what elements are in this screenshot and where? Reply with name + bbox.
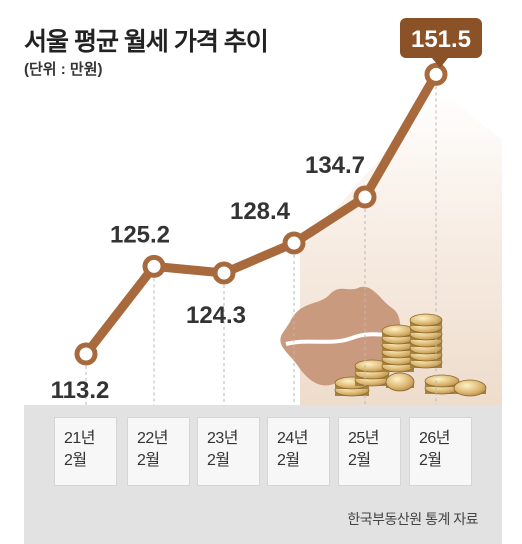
category-label: 21년 2월 <box>54 417 117 486</box>
series-line <box>81 69 441 359</box>
category-label: 26년 2월 <box>409 417 472 486</box>
coin-icon <box>409 313 443 327</box>
series-points <box>74 62 448 366</box>
category-label: 25년 2월 <box>338 417 401 486</box>
data-point <box>353 185 377 209</box>
category-year: 25년 <box>348 430 380 447</box>
coin-icon <box>453 379 487 397</box>
source-note: 한국부동산원 통계 자료 <box>347 511 478 527</box>
data-label: 125.2 <box>110 221 170 248</box>
category-label: 24년 2월 <box>267 417 330 486</box>
category-year: 22년 <box>137 430 169 447</box>
data-point <box>282 231 306 255</box>
category-year: 26년 <box>419 430 451 447</box>
chart-title: 서울 평균 월세 가격 추이 <box>24 28 269 56</box>
highlight-callout: 151.5 <box>400 18 482 68</box>
highlight-value: 151.5 <box>411 26 471 53</box>
category-month: 2월 <box>277 452 300 469</box>
point-labels: 113.2 125.2 124.3 128.4 134.7 <box>51 152 365 404</box>
data-label: 124.3 <box>186 302 246 329</box>
category-month: 2월 <box>348 452 371 469</box>
category-label: 23년 2월 <box>197 417 260 486</box>
unit-note: (단위 : 만원) <box>24 61 103 78</box>
category-label: 22년 2월 <box>127 417 190 486</box>
category-month: 2월 <box>64 452 87 469</box>
drop-lines <box>85 86 437 405</box>
data-label: 128.4 <box>230 198 291 225</box>
category-year: 23년 <box>207 430 239 447</box>
category-month: 2월 <box>419 452 442 469</box>
data-label: 113.2 <box>51 377 110 404</box>
coin-stacks-illustration <box>334 313 487 397</box>
data-point <box>424 62 448 86</box>
category-year: 24년 <box>277 430 309 447</box>
data-label: 134.7 <box>305 152 365 179</box>
data-point <box>212 261 236 285</box>
coin-icon <box>424 374 460 388</box>
category-month: 2월 <box>207 452 230 469</box>
coin-icon <box>385 372 415 392</box>
data-point <box>74 342 98 366</box>
data-point <box>142 254 166 278</box>
category-month: 2월 <box>137 452 160 469</box>
coin-icon <box>381 324 415 338</box>
category-year: 21년 <box>64 430 96 447</box>
